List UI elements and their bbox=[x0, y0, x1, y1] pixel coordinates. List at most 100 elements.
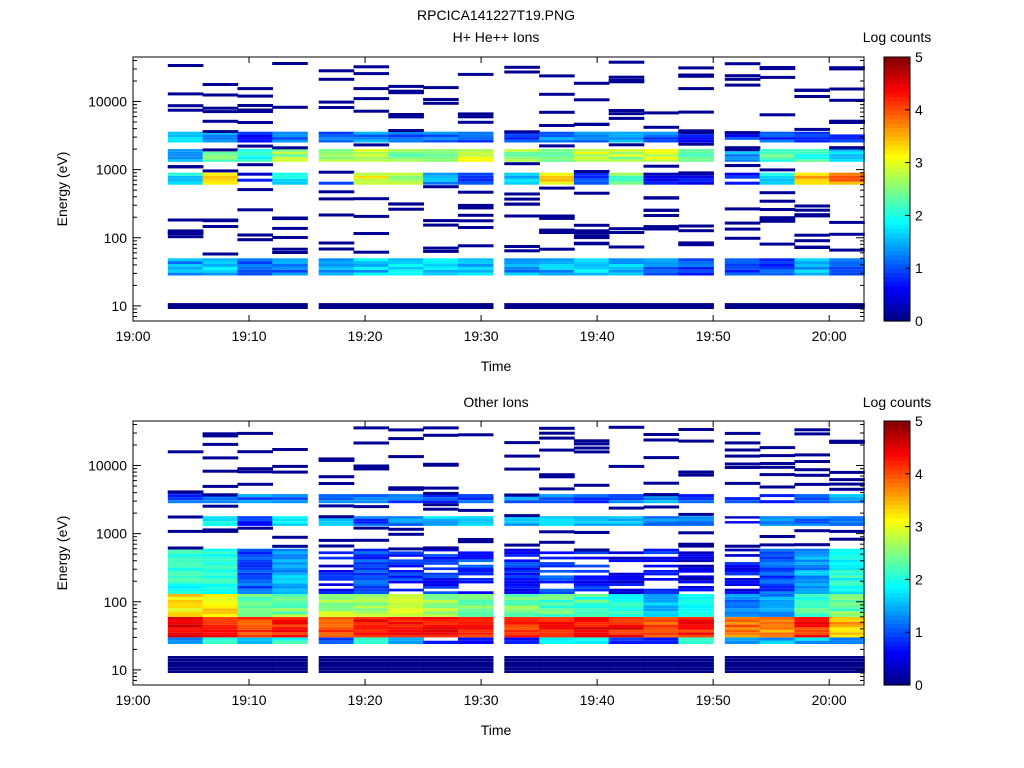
heatmap-cell bbox=[237, 556, 273, 560]
heatmap-cell bbox=[829, 529, 865, 533]
heatmap-cell bbox=[504, 637, 540, 641]
heatmap-cell bbox=[539, 658, 575, 662]
heatmap-cell bbox=[759, 139, 796, 143]
heatmap-cell bbox=[353, 619, 390, 622]
heatmap-cell bbox=[829, 640, 865, 644]
heatmap-cell bbox=[504, 214, 540, 218]
heatmap-cell bbox=[202, 622, 239, 625]
x-axis-label: Time bbox=[481, 722, 512, 738]
heatmap-cell bbox=[608, 583, 645, 586]
heatmap-cell bbox=[504, 661, 540, 665]
heatmap-cell bbox=[608, 264, 645, 267]
heatmap-cell bbox=[759, 627, 796, 630]
colorbar-swatch bbox=[884, 219, 910, 225]
heatmap-cell bbox=[388, 84, 424, 88]
heatmap-cell bbox=[608, 175, 645, 179]
heatmap-cell bbox=[539, 523, 575, 526]
heatmap-cell bbox=[202, 570, 239, 573]
heatmap-cell bbox=[794, 204, 830, 208]
heatmap-cell bbox=[724, 627, 761, 630]
heatmap-cell bbox=[724, 62, 761, 66]
heatmap-cell bbox=[539, 616, 575, 620]
colorbar-label: Log counts bbox=[863, 29, 932, 45]
colorbar-swatch bbox=[884, 548, 910, 554]
heatmap-cell bbox=[608, 464, 645, 468]
heatmap-cell bbox=[724, 605, 761, 609]
heatmap-cell bbox=[759, 258, 796, 262]
heatmap-cell bbox=[202, 83, 239, 86]
heatmap-cell bbox=[724, 670, 761, 673]
colorbar-swatch bbox=[884, 566, 910, 572]
heatmap-cell bbox=[608, 500, 645, 504]
heatmap-cell bbox=[504, 551, 540, 555]
heatmap-cell bbox=[643, 269, 680, 273]
heatmap-cell bbox=[272, 564, 308, 568]
colorbar-tick-label: 5 bbox=[915, 413, 923, 429]
heatmap-cell bbox=[167, 632, 204, 635]
heatmap-cell bbox=[724, 236, 761, 240]
heatmap-cell bbox=[272, 149, 308, 152]
heatmap-cell bbox=[237, 624, 273, 628]
heatmap-cell bbox=[794, 154, 830, 157]
heatmap-cell bbox=[794, 622, 830, 625]
heatmap-cell bbox=[237, 470, 273, 474]
heatmap-cell bbox=[794, 586, 830, 589]
heatmap-cell bbox=[272, 521, 308, 524]
heatmap-cell bbox=[759, 67, 796, 71]
colorbar-swatch bbox=[884, 575, 910, 580]
heatmap-cell bbox=[237, 208, 273, 212]
heatmap-cell bbox=[759, 614, 796, 617]
heatmap-cell bbox=[353, 172, 390, 176]
heatmap-cell bbox=[504, 670, 540, 673]
heatmap-cell bbox=[353, 567, 390, 571]
heatmap-cell bbox=[678, 596, 714, 600]
heatmap-cell bbox=[608, 518, 645, 521]
heatmap-cell bbox=[237, 596, 273, 600]
heatmap-cell bbox=[759, 567, 796, 571]
colorbar-swatch bbox=[884, 131, 910, 137]
heatmap-cell bbox=[504, 564, 540, 568]
axis-layer: 19:00 19:10 19:20 19:30 19:40 19:50 20:0010100… bbox=[88, 421, 864, 708]
heatmap-cell bbox=[573, 637, 610, 641]
heatmap-cell bbox=[353, 258, 390, 262]
heatmap-cell bbox=[678, 175, 714, 179]
heatmap-cell bbox=[573, 670, 610, 673]
heatmap-cell bbox=[794, 619, 830, 622]
heatmap-cell bbox=[318, 544, 355, 548]
heatmap-cell bbox=[759, 175, 796, 179]
heatmap-cell bbox=[829, 599, 865, 603]
heatmap-cell bbox=[643, 149, 680, 152]
heatmap-cell bbox=[202, 596, 239, 600]
heatmap-cell bbox=[237, 670, 273, 673]
heatmap-cell bbox=[318, 500, 355, 504]
heatmap-cell bbox=[318, 575, 355, 579]
heatmap-cell bbox=[167, 258, 204, 262]
colorbar-swatch bbox=[884, 632, 910, 638]
heatmap-cell bbox=[202, 661, 239, 665]
heatmap-cell bbox=[539, 570, 575, 573]
colorbar-swatch bbox=[884, 482, 910, 488]
heatmap-cell bbox=[423, 269, 459, 273]
heatmap-cell bbox=[388, 562, 424, 565]
heatmap-cell bbox=[829, 306, 865, 309]
heatmap-cell bbox=[608, 266, 645, 270]
colorbar-swatch bbox=[884, 149, 910, 155]
heatmap-cell bbox=[167, 178, 204, 182]
heatmap-cell bbox=[504, 619, 540, 622]
heatmap-cell bbox=[353, 250, 390, 254]
heatmap-cell bbox=[237, 583, 273, 586]
heatmap-cell bbox=[539, 266, 575, 270]
heatmap-cell bbox=[759, 594, 796, 597]
heatmap-cell bbox=[423, 497, 459, 501]
heatmap-cell bbox=[353, 306, 390, 309]
heatmap-cell bbox=[504, 197, 540, 201]
y-tick-label: 10000 bbox=[88, 94, 127, 110]
heatmap-cell bbox=[318, 622, 355, 625]
heatmap-cell bbox=[457, 670, 494, 673]
heatmap-cell bbox=[388, 619, 424, 622]
heatmap-cell bbox=[167, 578, 204, 581]
heatmap-cell bbox=[794, 591, 830, 594]
heatmap-cell bbox=[423, 223, 459, 227]
heatmap-cell bbox=[643, 172, 680, 176]
heatmap-cell bbox=[457, 219, 494, 223]
